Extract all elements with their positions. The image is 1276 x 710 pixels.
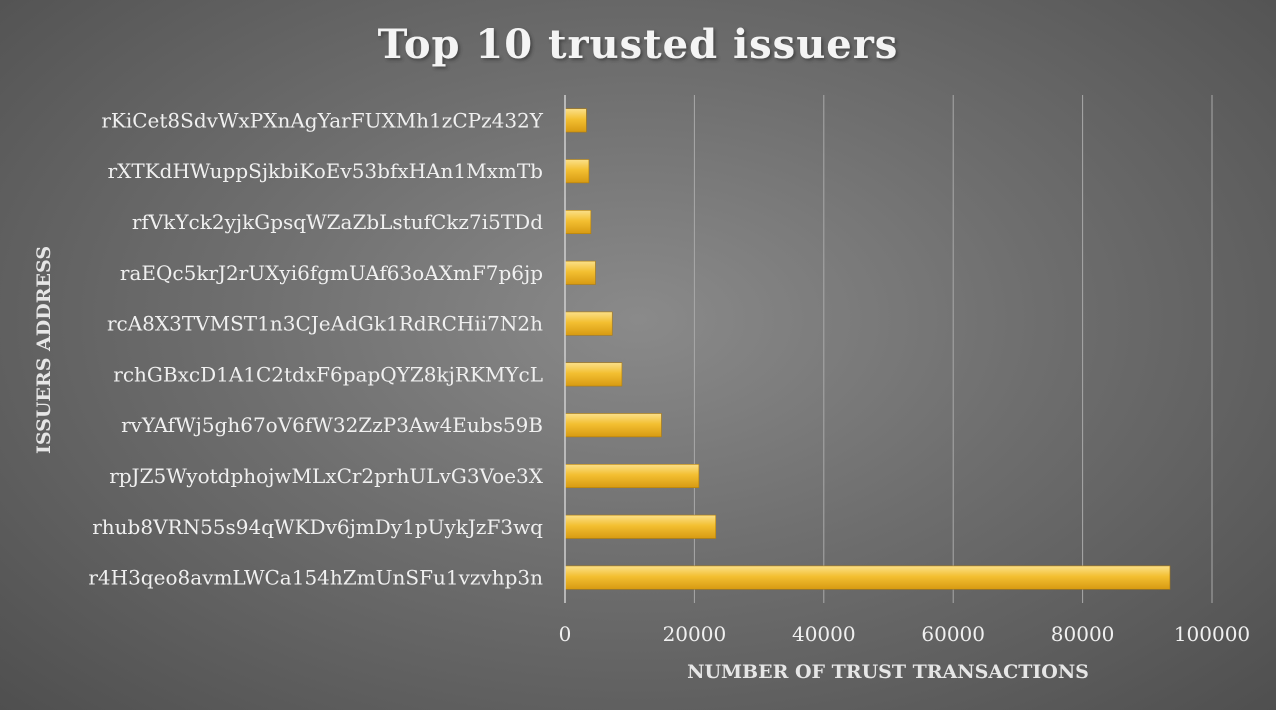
bar	[564, 159, 590, 184]
bar	[564, 514, 717, 539]
x-tick-label: 0	[559, 622, 572, 646]
category-label: rKiCet8SdvWxPXnAgYarFUXMh1zCPz432Y	[101, 108, 543, 132]
x-axis-title: NUMBER OF TRUST TRANSACTIONS	[687, 661, 1089, 683]
category-label: rpJZ5WyotdphojwMLxCr2prhULvG3Voe3X	[109, 464, 544, 488]
bar	[564, 362, 623, 387]
category-label: r4H3qeo8avmLWCa154hZmUnSFu1vzvhp3n	[88, 566, 543, 590]
category-label: raEQc5krJ2rUXyi6fgmUAf63oAXmF7p6jp	[120, 261, 543, 285]
y-axis-title: ISSUERS ADDRESS	[33, 246, 55, 454]
chart-title: Top 10 trusted issuers	[378, 21, 899, 68]
x-tick-label: 80000	[1051, 622, 1115, 646]
category-label: rXTKdHWuppSjkbiKoEv53bfxHAn1MxmTb	[108, 159, 543, 183]
bar	[564, 565, 1171, 590]
category-label: rcA8X3TVMST1n3CJeAdGk1RdRCHii7N2h	[107, 312, 543, 336]
bars	[564, 108, 1171, 590]
category-label: rhub8VRN55s94qWKDv6jmDy1pUykJzF3wq	[92, 515, 543, 539]
gridlines	[693, 95, 1213, 603]
x-tick-labels: 0 20000 40000 60000 80000 100000	[559, 622, 1251, 646]
bar	[564, 108, 587, 133]
x-tick-label: 100000	[1174, 622, 1250, 646]
bar	[564, 464, 700, 488]
category-label: rchGBxcD1A1C2tdxF6papQYZ8kjRKMYcL	[113, 362, 543, 386]
category-label: rfVkYck2yjkGpsqWZaZbLstufCkz7i5TDd	[132, 210, 543, 234]
x-tick-label: 20000	[663, 622, 727, 646]
bar	[564, 260, 596, 285]
category-label: rvYAfWj5gh67oV6fW32ZzP3Aw4Eubs59B	[121, 413, 543, 437]
bar	[564, 210, 592, 234]
x-tick-label: 60000	[921, 622, 985, 646]
category-labels: rKiCet8SdvWxPXnAgYarFUXMh1zCPz432Y rXTKdH…	[88, 108, 543, 589]
bar	[564, 311, 613, 336]
x-tick-label: 40000	[792, 622, 856, 646]
bar	[564, 413, 662, 438]
